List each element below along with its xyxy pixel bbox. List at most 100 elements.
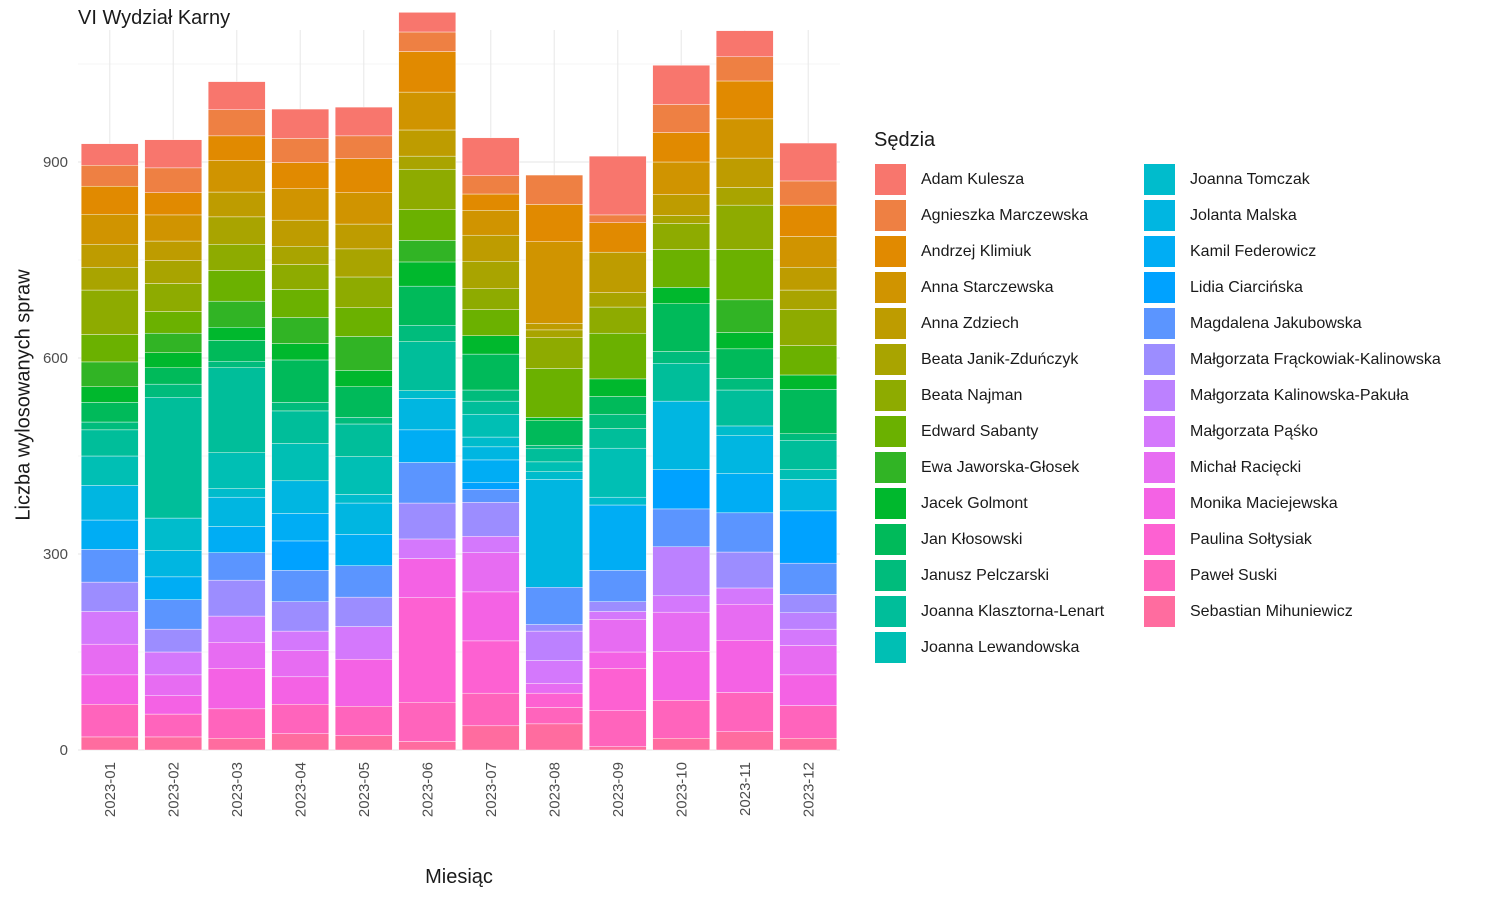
bar-segment bbox=[334, 417, 393, 425]
bar-segment bbox=[207, 668, 266, 710]
legend-item: Agnieszka Marczewska bbox=[874, 199, 1088, 232]
bar-segment bbox=[652, 469, 711, 510]
x-tick-label: 2023-02 bbox=[165, 762, 182, 817]
bar-segment bbox=[779, 510, 838, 564]
x-tick-label: 2023-01 bbox=[102, 762, 119, 817]
legend-key bbox=[874, 487, 907, 520]
bar-segment bbox=[652, 595, 711, 613]
legend-item: Paweł Suski bbox=[1143, 559, 1277, 592]
legend-item: Małgorzata Pąśko bbox=[1143, 415, 1318, 448]
legend-key bbox=[874, 631, 907, 664]
legend-key bbox=[1143, 271, 1176, 304]
bar-segment bbox=[588, 601, 647, 612]
legend-item: Małgorzata Kalinowska-Pakuła bbox=[1143, 379, 1409, 412]
legend-key bbox=[874, 235, 907, 268]
bar-segment bbox=[715, 435, 774, 474]
bar-segment bbox=[398, 390, 457, 399]
legend-key bbox=[1143, 523, 1176, 556]
chart-title: VI Wydział Karny bbox=[78, 7, 231, 29]
bar-segment bbox=[715, 80, 774, 120]
bar-segment bbox=[779, 142, 838, 182]
y-tick-label: 300 bbox=[43, 546, 68, 563]
bar-segment bbox=[461, 502, 520, 537]
bar-segment bbox=[779, 674, 838, 706]
bar-segment bbox=[144, 192, 203, 216]
bar-segment bbox=[334, 135, 393, 159]
bar-segment bbox=[779, 705, 838, 739]
bar-segment bbox=[779, 628, 838, 646]
bar-segment bbox=[207, 135, 266, 161]
bar-segment bbox=[398, 558, 457, 598]
legend-item: Michał Racięcki bbox=[1143, 451, 1301, 484]
bar-segment bbox=[271, 188, 330, 221]
bar-segment bbox=[652, 700, 711, 739]
bar-segment bbox=[525, 323, 584, 331]
bar-segment bbox=[144, 517, 203, 551]
bar-segment bbox=[271, 402, 330, 412]
legend-label: Beata Najman bbox=[921, 386, 1023, 404]
bar-segment bbox=[588, 306, 647, 334]
bar-segment bbox=[525, 624, 584, 632]
bar-segment bbox=[715, 118, 774, 159]
x-tick-label: 2023-10 bbox=[673, 762, 690, 817]
legend-key bbox=[874, 307, 907, 340]
bar-segment bbox=[461, 552, 520, 593]
legend-item: Paulina Sołtysiak bbox=[1143, 523, 1312, 556]
legend-item: Jan Kłosowski bbox=[874, 523, 1022, 556]
bar-segment bbox=[779, 594, 838, 613]
x-axis-ticks: 2023-01 2023-02 2023-03 2023-04 2023-05 2023-… bbox=[102, 762, 818, 817]
bar-segment bbox=[207, 367, 266, 453]
bar-segment bbox=[80, 736, 139, 751]
bar-segment bbox=[461, 335, 520, 355]
bar-segment bbox=[525, 420, 584, 446]
bar-segment bbox=[652, 351, 711, 364]
bar-segment bbox=[461, 692, 520, 727]
bar-segment bbox=[779, 469, 838, 480]
bar-segment bbox=[779, 204, 838, 237]
legend-key bbox=[874, 199, 907, 232]
bar-segment bbox=[334, 192, 393, 225]
bar-segment bbox=[334, 336, 393, 371]
bar-segment bbox=[271, 138, 330, 163]
bar-segment bbox=[334, 307, 393, 337]
bar-segment bbox=[461, 640, 520, 694]
bar-segment bbox=[271, 513, 330, 542]
bar-segment bbox=[461, 725, 520, 751]
bar-segment bbox=[461, 193, 520, 211]
bar-segment bbox=[207, 160, 266, 193]
bar-segment bbox=[80, 402, 139, 423]
bar-segment bbox=[80, 244, 139, 268]
bar-segment bbox=[334, 370, 393, 387]
legend-label: Kamil Federowicz bbox=[1190, 242, 1317, 260]
legend-item: Edward Sabanty bbox=[874, 415, 1038, 448]
bar-segment bbox=[207, 738, 266, 751]
bar-segment bbox=[779, 479, 838, 512]
bar-segment bbox=[779, 433, 838, 441]
legend-item: Adam Kulesza bbox=[874, 163, 1024, 196]
x-tick-label: 2023-12 bbox=[800, 762, 817, 817]
legend-key bbox=[1143, 559, 1176, 592]
legend-label: Paweł Suski bbox=[1190, 566, 1278, 584]
bar-segment bbox=[525, 479, 584, 588]
bar-segment bbox=[398, 429, 457, 463]
bar-segment bbox=[588, 504, 647, 571]
legend-label: Magdalena Jakubowska bbox=[1190, 314, 1362, 332]
bar-segment bbox=[80, 165, 139, 187]
bar-segment bbox=[779, 612, 838, 630]
bar-segment bbox=[80, 334, 139, 363]
bar-segment bbox=[461, 288, 520, 310]
bar-segment bbox=[271, 443, 330, 482]
x-axis-label: Miesiąc bbox=[425, 866, 493, 888]
bar-segment bbox=[715, 299, 774, 333]
bar-segment bbox=[588, 710, 647, 747]
bar-segment bbox=[588, 155, 647, 216]
bar-segment bbox=[779, 236, 838, 268]
bar-segment bbox=[525, 723, 584, 751]
bar-segment bbox=[525, 241, 584, 324]
bar-segment bbox=[588, 413, 647, 429]
bar-segment bbox=[144, 214, 203, 242]
legend-label: Lidia Ciarcińska bbox=[1190, 278, 1303, 296]
bar-segment bbox=[715, 731, 774, 751]
bar-segment bbox=[461, 482, 520, 490]
bar-segment bbox=[80, 519, 139, 550]
